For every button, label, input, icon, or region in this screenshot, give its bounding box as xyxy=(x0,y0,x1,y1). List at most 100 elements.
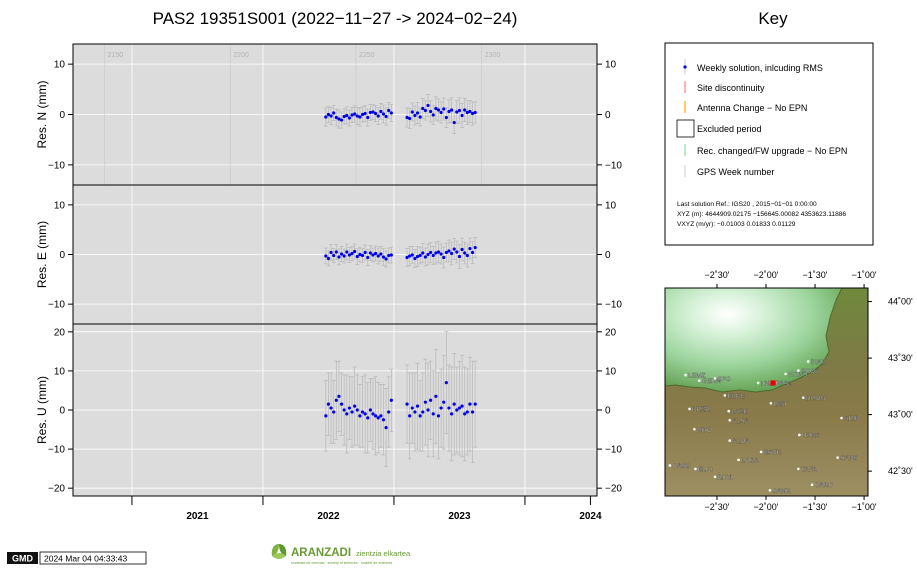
data-point xyxy=(374,111,378,116)
solution-line-xyz: XYZ (m): 4644909.02175 −156645.00082 435… xyxy=(677,211,846,218)
legend-frame xyxy=(664,42,874,246)
map-right-tick-label: 44˚00' xyxy=(888,297,913,307)
timestamp: 2024 Mar 04 04:33:43 xyxy=(44,554,127,564)
station-marker xyxy=(769,402,773,405)
map-sea xyxy=(665,288,842,392)
station-marker xyxy=(694,467,697,471)
data-point xyxy=(429,250,433,255)
data-point xyxy=(434,251,438,255)
station-label: LOSA xyxy=(741,457,759,464)
gmd-logo-text: GMD xyxy=(12,554,33,564)
y-tick-label: 10 xyxy=(605,366,617,377)
data-point xyxy=(337,117,341,121)
data-point xyxy=(415,254,420,259)
data-point xyxy=(358,414,362,418)
station-label: ALDA xyxy=(732,438,750,445)
data-point xyxy=(421,410,425,414)
data-point xyxy=(326,112,331,117)
station-marker xyxy=(801,396,805,399)
station-marker-highlight xyxy=(770,380,776,386)
data-point xyxy=(408,116,412,121)
data-point xyxy=(379,252,383,256)
data-point xyxy=(405,115,409,120)
data-point xyxy=(366,255,370,260)
map-stations-layer: −2˚30' −2˚00' −1˚30' −1˚00' −2˚30' −2˚00' −1˚3… xyxy=(668,270,913,512)
data-point xyxy=(444,381,448,385)
data-point xyxy=(447,406,451,410)
gps-week-label: 2200 xyxy=(233,52,249,59)
station-label: ELCI xyxy=(698,466,713,473)
data-point xyxy=(360,112,365,117)
station-label: ALSA xyxy=(732,418,749,425)
data-point xyxy=(363,412,367,416)
y-tick-label: 10 xyxy=(54,200,66,211)
data-point xyxy=(342,254,346,258)
y-tick-label: −10 xyxy=(48,445,65,456)
data-point xyxy=(353,249,357,254)
y-tick-label: 20 xyxy=(54,327,66,338)
map-top-tick-label: −1˚30' xyxy=(803,270,828,280)
station-label: SPS xyxy=(718,376,732,383)
key-title: Key xyxy=(758,9,788,28)
data-point xyxy=(457,254,462,259)
data-point xyxy=(387,108,391,113)
station-label: GERN xyxy=(702,378,721,385)
data-point xyxy=(439,406,443,410)
x-tick-label: 2024 xyxy=(579,511,602,522)
data-point xyxy=(368,408,372,412)
x-tick-label: 2023 xyxy=(448,511,471,522)
data-point xyxy=(465,253,469,258)
chart-title: PAS2 19351S001 (2022−11−27 -> 2024−02−24… xyxy=(153,9,518,28)
data-point xyxy=(434,394,438,398)
data-point xyxy=(415,404,420,408)
data-point xyxy=(442,255,446,260)
data-point xyxy=(381,418,386,422)
station-label: RIO1 xyxy=(718,474,734,481)
data-point xyxy=(468,109,472,114)
data-point xyxy=(405,402,409,406)
data-point xyxy=(470,410,475,414)
data-point xyxy=(355,254,359,259)
station-marker xyxy=(797,467,800,471)
map-right-tick-label: 42˚30' xyxy=(888,466,913,476)
data-point xyxy=(436,108,441,112)
data-point xyxy=(337,255,341,259)
data-point xyxy=(431,412,435,416)
data-point xyxy=(468,246,472,251)
station-marker xyxy=(797,369,800,372)
legend-item-receiver: Rec. changed/FW upgrade − No EPN xyxy=(697,146,847,156)
data-point xyxy=(465,410,469,414)
data-point xyxy=(355,408,359,412)
station-marker xyxy=(713,475,717,479)
data-point xyxy=(374,414,378,418)
data-point xyxy=(360,253,365,258)
map-right-tick-label: 43˚00' xyxy=(888,410,913,420)
solution-line-ref: Last solution Ref.: IGS20 , 2015−01−01 0… xyxy=(677,201,817,208)
station-marker xyxy=(688,407,691,411)
data-point xyxy=(426,252,430,257)
station-label: VITO xyxy=(697,427,712,434)
data-point xyxy=(371,412,375,416)
station-label: BRZR xyxy=(692,406,710,413)
data-point xyxy=(455,250,459,254)
data-point xyxy=(465,110,469,115)
gmd-logo: GMD xyxy=(7,552,38,564)
y-tick-label: −20 xyxy=(605,484,622,495)
data-point xyxy=(426,103,430,108)
station-marker xyxy=(684,373,687,377)
data-point xyxy=(423,255,427,259)
legend-item-excluded: Excluded period xyxy=(697,124,762,134)
y-tick-label: −10 xyxy=(48,300,65,311)
map-coast xyxy=(665,288,843,393)
station-map: −2˚30' −2˚00' −1˚30' −1˚00' −2˚30' −2˚00' −1˚3… xyxy=(664,270,913,512)
data-point xyxy=(381,112,386,116)
data-point xyxy=(358,115,362,119)
station-label: DRON xyxy=(806,395,826,402)
data-point xyxy=(332,253,336,258)
station-marker xyxy=(840,416,843,420)
data-point xyxy=(384,114,388,119)
station-label: ARIB xyxy=(844,416,860,423)
data-point xyxy=(353,404,357,408)
data-point xyxy=(444,250,448,255)
data-point xyxy=(329,406,333,410)
